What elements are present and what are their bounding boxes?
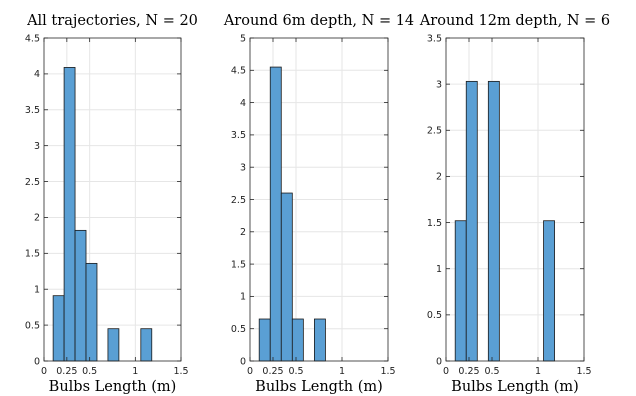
y-tick-label: 5 xyxy=(240,33,246,44)
x-tick-label: 0.5 xyxy=(484,366,499,377)
axes-frame xyxy=(43,37,182,362)
x-tick-label: 1 xyxy=(339,366,345,377)
x-tick-label: 0.25 xyxy=(262,366,283,377)
axes-frame xyxy=(445,37,585,362)
chart-title: Around 12m depth, N = 6 xyxy=(419,13,610,29)
chart-title: Around 6m depth, N = 14 xyxy=(223,13,414,29)
y-tick-label: 2.5 xyxy=(231,195,246,206)
y-tick-label: 0 xyxy=(240,356,246,367)
y-tick-label: 4.5 xyxy=(231,66,246,77)
y-tick-label: 3.5 xyxy=(25,105,40,116)
histogram-bar-6 xyxy=(107,328,120,362)
y-tick-label: 0.5 xyxy=(231,324,246,335)
y-tick-label: 2.5 xyxy=(427,126,442,137)
histogram-bar-3 xyxy=(74,229,87,362)
y-tick-label: 1.5 xyxy=(427,218,442,229)
x-tick-label: 1 xyxy=(535,366,541,377)
y-tick-label: 3 xyxy=(240,163,246,174)
y-tick-label: 1 xyxy=(436,264,442,275)
chart-title: All trajectories, N = 20 xyxy=(26,13,198,29)
x-tick-label: 1.5 xyxy=(576,366,591,377)
y-tick-label: 0 xyxy=(34,356,40,367)
x-tick-label: 0 xyxy=(443,366,449,377)
histogram-panel-2: 0 0.5 1 1.5 2 2.5 3 3.5 4 4.5 5 0 0.25 0.5 1 1.5 Around … xyxy=(223,13,414,395)
y-tick-label: 0.5 xyxy=(427,310,442,321)
x-axis-label: Bulbs Length (m) xyxy=(255,379,383,395)
histogram-bar-2 xyxy=(465,80,478,362)
y-tick-label: 1.5 xyxy=(25,249,40,260)
y-tick-label: 1 xyxy=(34,285,40,296)
histogram-bar-1 xyxy=(258,318,271,362)
x-tick-label: 0.5 xyxy=(288,366,303,377)
y-tick-label: 4 xyxy=(34,69,40,80)
y-tick-label: 1.5 xyxy=(231,259,246,270)
histogram-bar-3 xyxy=(280,192,293,362)
histogram-bar-5 xyxy=(543,220,555,362)
y-tick-label: 2.5 xyxy=(25,177,40,188)
y-tick-label: 3.5 xyxy=(231,130,246,141)
histogram-panel-3: 0 0.5 1 1.5 2 2.5 3 3.5 0 0.25 0.5 1 1.5 Around 12m d… xyxy=(419,13,610,395)
x-tick-label: 1.5 xyxy=(173,366,188,377)
x-tick-label: 0.5 xyxy=(82,366,97,377)
x-tick-label: 0 xyxy=(247,366,253,377)
y-tick-label: 0.5 xyxy=(25,320,40,331)
x-tick-label: 1 xyxy=(132,366,138,377)
x-tick-label: 0.25 xyxy=(56,366,77,377)
y-tick-label: 2 xyxy=(34,213,40,224)
histogram-bar-7 xyxy=(140,328,153,362)
histogram-bar-2 xyxy=(63,67,76,362)
y-tick-label: 3 xyxy=(436,79,442,90)
x-tick-label: 0 xyxy=(41,366,47,377)
y-tick-label: 4 xyxy=(240,98,246,109)
histogram-panel-1: 0 0.5 1 1.5 2 2.5 3 3.5 4 4.5 0 0.25 0.5 1 1.5 All traj… xyxy=(25,13,198,395)
y-tick-label: 2 xyxy=(240,227,246,238)
y-tick-label: 4.5 xyxy=(25,33,40,44)
histogram-bar-4 xyxy=(85,262,98,362)
y-tick-label: 3 xyxy=(34,141,40,152)
y-tick-label: 2 xyxy=(436,172,442,183)
x-axis-label: Bulbs Length (m) xyxy=(49,379,177,395)
y-tick-label: 0 xyxy=(436,356,442,367)
histogram-bar-6 xyxy=(313,318,326,362)
histogram-bar-4 xyxy=(291,318,304,362)
histogram-bar-1 xyxy=(52,295,65,362)
y-tick-label: 1 xyxy=(240,292,246,303)
x-axis-label: Bulbs Length (m) xyxy=(451,379,579,395)
histogram-bar-1 xyxy=(454,220,467,362)
y-tick-label: 3.5 xyxy=(427,33,442,44)
x-tick-label: 1.5 xyxy=(380,366,395,377)
histogram-bar-2 xyxy=(269,66,282,362)
histogram-bar-4 xyxy=(487,80,500,362)
x-tick-label: 0.25 xyxy=(458,366,479,377)
